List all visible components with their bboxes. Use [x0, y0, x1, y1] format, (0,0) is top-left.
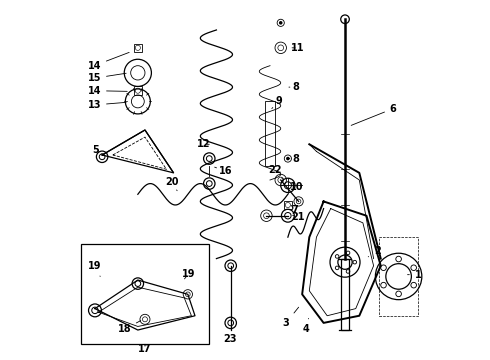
Text: 13: 13	[88, 100, 126, 110]
Text: 19: 19	[182, 269, 196, 279]
Bar	[379, 237, 418, 316]
Bar	[265, 102, 275, 166]
Text: 22: 22	[269, 165, 283, 179]
Text: 14: 14	[88, 86, 127, 96]
Text: 10: 10	[290, 182, 303, 192]
Bar	[81, 244, 209, 344]
Text: 14: 14	[88, 53, 129, 71]
Text: 5: 5	[92, 145, 104, 155]
Circle shape	[279, 21, 283, 24]
Text: 20: 20	[165, 177, 178, 191]
Text: 3: 3	[283, 307, 298, 328]
Text: 16: 16	[215, 166, 233, 176]
Text: 18: 18	[118, 321, 141, 334]
Text: 9: 9	[272, 96, 282, 109]
Text: 17: 17	[138, 344, 152, 354]
Text: 2: 2	[368, 247, 381, 257]
Text: 8: 8	[289, 82, 299, 92]
Text: 12: 12	[197, 139, 211, 149]
Text: 6: 6	[351, 104, 396, 125]
Text: 8: 8	[289, 154, 299, 163]
Text: 4: 4	[302, 319, 309, 334]
Text: 19: 19	[88, 261, 102, 276]
Bar	[134, 44, 142, 52]
Text: 1: 1	[408, 270, 421, 280]
Bar	[134, 86, 142, 95]
Bar	[341, 258, 349, 330]
Circle shape	[286, 157, 290, 160]
Text: 23: 23	[223, 327, 237, 344]
Text: 11: 11	[291, 43, 305, 53]
Text: 21: 21	[291, 212, 304, 222]
Bar	[284, 201, 292, 209]
Text: 15: 15	[88, 73, 126, 83]
Text: 7: 7	[292, 205, 298, 215]
